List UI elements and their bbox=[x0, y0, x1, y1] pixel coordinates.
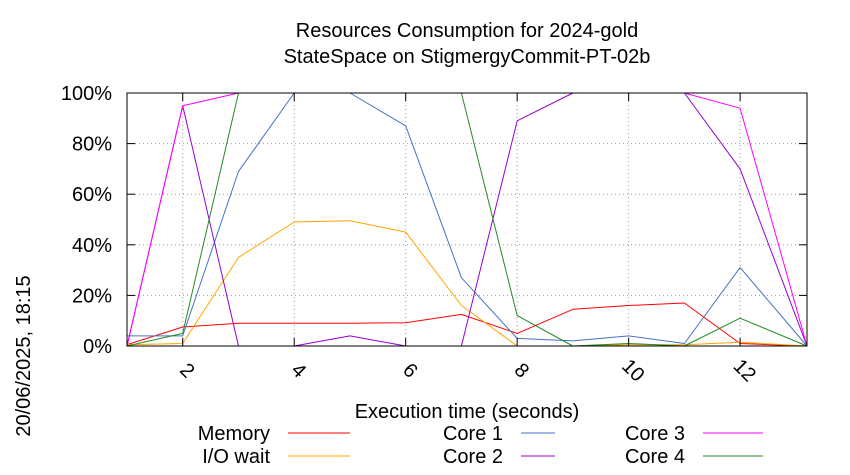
series-line-core-3 bbox=[126, 92, 808, 347]
plot-border bbox=[126, 92, 808, 347]
legend-label-memory: Memory bbox=[198, 423, 270, 445]
x-tick-label: 6 bbox=[398, 359, 421, 382]
y-tick-label: 40% bbox=[72, 235, 112, 257]
x-tick-label: 12 bbox=[729, 355, 760, 386]
x-axis-label: Execution time (seconds) bbox=[355, 401, 580, 423]
series-line-core-1 bbox=[127, 92, 808, 347]
y-tick-label: 80% bbox=[72, 134, 112, 156]
legend-label-core-2: Core 2 bbox=[443, 446, 503, 468]
legend-label-i-o-wait: I/O wait bbox=[202, 446, 270, 468]
legend-label-core-3: Core 3 bbox=[625, 423, 685, 445]
y-axis-ticks: 0% 20% 40% 60% 80% 100% bbox=[61, 83, 807, 358]
y-tick-label: 0% bbox=[83, 336, 112, 358]
series-line-memory bbox=[126, 302, 808, 347]
grid bbox=[127, 93, 807, 346]
series-line-core-2 bbox=[126, 92, 808, 347]
timestamp-label: 20/06/2025, 18:15 bbox=[13, 275, 35, 436]
x-tick-label: 4 bbox=[287, 359, 310, 382]
series-lines bbox=[126, 92, 808, 347]
y-tick-label: 60% bbox=[72, 184, 112, 206]
chart-subtitle: StateSpace on StigmergyCommit-PT-02b bbox=[284, 46, 651, 68]
x-tick-label: 10 bbox=[617, 355, 648, 386]
x-tick-label: 2 bbox=[175, 359, 198, 382]
legend-label-core-4: Core 4 bbox=[625, 446, 685, 468]
series-line-core-4 bbox=[126, 92, 808, 347]
x-tick-label: 8 bbox=[510, 359, 533, 382]
y-tick-label: 20% bbox=[72, 285, 112, 307]
legend-label-core-1: Core 1 bbox=[443, 423, 503, 445]
y-tick-label: 100% bbox=[61, 83, 112, 105]
series-line-i-o-wait bbox=[126, 220, 808, 347]
chart-title: Resources Consumption for 2024-gold bbox=[296, 20, 638, 42]
